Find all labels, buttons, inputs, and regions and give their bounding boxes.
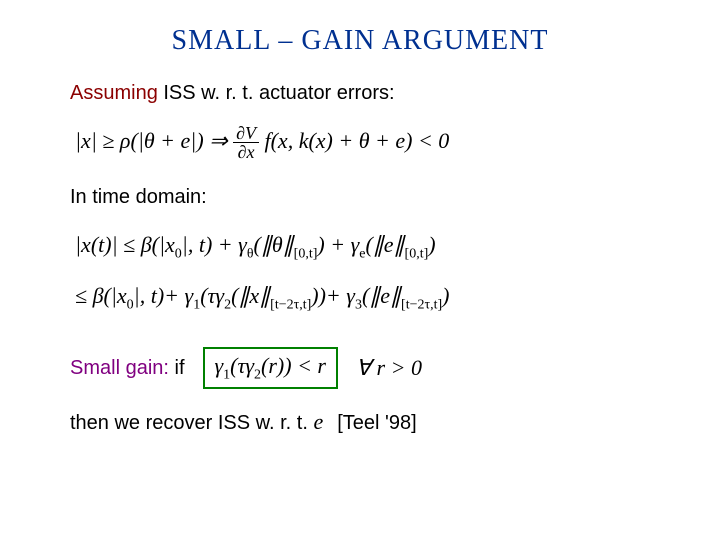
eq2-l1-b: |, t) + γ bbox=[182, 232, 247, 257]
small-gain-label: Small gain: bbox=[70, 357, 169, 379]
eq1-frac-num: ∂V bbox=[233, 124, 259, 143]
eq1-tail: f(x, k(x) + θ + e) < 0 bbox=[259, 128, 449, 153]
equation-1: |x| ≥ ρ(|θ + e|) ⇒ ∂V∂x f(x, k(x) + θ + … bbox=[75, 123, 650, 161]
conclusion-text: then we recover ISS w. r. t. e bbox=[70, 409, 323, 435]
box-b: (τγ bbox=[230, 353, 254, 378]
box-a: γ bbox=[215, 353, 224, 378]
forall-condition: ∀ r > 0 bbox=[356, 355, 422, 381]
conclusion-row: then we recover ISS w. r. t. e [Teel '98… bbox=[70, 409, 650, 435]
eq2-l2-sub0: 0 bbox=[127, 298, 134, 313]
eq2-l2-a: ≤ β(|x bbox=[75, 283, 127, 308]
in-time-domain-label: In time domain: bbox=[70, 186, 650, 209]
citation: [Teel '98] bbox=[337, 412, 416, 435]
eq2-l2-c: (τγ bbox=[200, 283, 224, 308]
box-c: (r)) < r bbox=[261, 353, 326, 378]
eq2-l1-subth: θ bbox=[247, 247, 254, 262]
eq2-l1-d: ) + γ bbox=[317, 232, 359, 257]
small-gain-prefix: Small gain: if bbox=[70, 357, 185, 380]
box-sub2: 2 bbox=[254, 367, 261, 382]
small-gain-box: γ1(τγ2(r)) < r bbox=[203, 347, 339, 389]
eq2-l1-c: (∥θ∥ bbox=[254, 232, 294, 257]
eq2-l1-br2: [0,t] bbox=[405, 247, 429, 262]
eq2-l2-d: (∥x∥ bbox=[231, 283, 270, 308]
small-gain-if: if bbox=[169, 357, 185, 379]
eq2-l2-e: ))+ γ bbox=[311, 283, 355, 308]
eq2-l2-f: (∥e∥ bbox=[362, 283, 401, 308]
small-gain-row: Small gain: if γ1(τγ2(r)) < r ∀ r > 0 bbox=[70, 347, 650, 389]
slide-title: SMALL – GAIN ARGUMENT bbox=[70, 25, 650, 57]
eq2-l1-f: ) bbox=[428, 232, 435, 257]
eq2-l2-br2: [t−2τ,t] bbox=[401, 298, 442, 313]
eq2-l1-br1: [0,t] bbox=[294, 247, 318, 262]
eq1-fraction: ∂V∂x bbox=[233, 124, 259, 161]
eq2-l1-sub0: 0 bbox=[175, 247, 182, 262]
eq2-l2-g: ) bbox=[442, 283, 449, 308]
eq1-frac-den: ∂x bbox=[233, 143, 259, 161]
eq2-l2-sub3: 3 bbox=[355, 298, 362, 313]
equation-2: |x(t)| ≤ β(|x0|, t) + γθ(∥θ∥[0,t]) + γe(… bbox=[75, 227, 650, 317]
eq1-lhs: |x| ≥ ρ(|θ + e|) ⇒ bbox=[75, 128, 233, 153]
assuming-line: Assuming ISS w. r. t. actuator errors: bbox=[70, 82, 650, 105]
assuming-label: Assuming bbox=[70, 82, 158, 104]
eq2-l1-a: |x(t)| ≤ β(|x bbox=[75, 232, 175, 257]
eq2-l2-b: |, t)+ γ bbox=[134, 283, 194, 308]
conclude-e: e bbox=[313, 409, 323, 434]
eq2-l1-e: (∥e∥ bbox=[365, 232, 404, 257]
slide-container: SMALL – GAIN ARGUMENT Assuming ISS w. r.… bbox=[0, 0, 720, 455]
assuming-rest: ISS w. r. t. actuator errors: bbox=[158, 82, 395, 104]
eq2-line1: |x(t)| ≤ β(|x0|, t) + γθ(∥θ∥[0,t]) + γe(… bbox=[75, 227, 650, 266]
eq2-line2: ≤ β(|x0|, t)+ γ1(τγ2(∥x∥[t−2τ,t]))+ γ3(∥… bbox=[75, 278, 650, 317]
eq2-l2-sub2: 2 bbox=[224, 298, 231, 313]
conclude-main: then we recover ISS w. r. t. bbox=[70, 412, 313, 434]
eq2-l2-br1: [t−2τ,t] bbox=[270, 298, 311, 313]
